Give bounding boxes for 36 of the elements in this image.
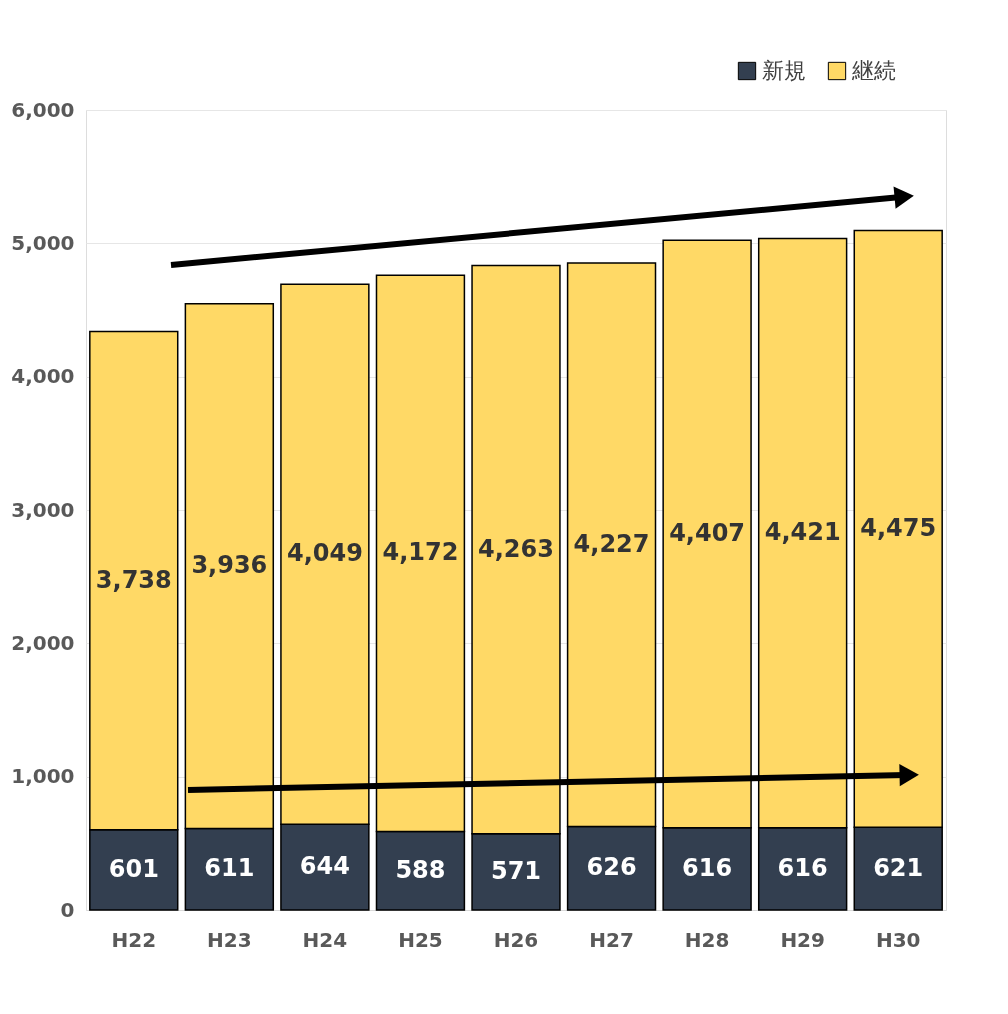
data-label: 616 [777, 853, 828, 882]
legend-label: 新規 [762, 58, 806, 83]
data-label: 4,475 [860, 513, 937, 542]
data-label: 644 [299, 852, 350, 881]
x-tick-label: H23 [207, 927, 252, 952]
data-label: 3,738 [95, 565, 172, 594]
data-label: 4,263 [478, 534, 554, 563]
x-tick-label: H24 [302, 927, 348, 952]
y-tick-label: 1,000 [11, 764, 75, 789]
x-tick-label: H22 [111, 927, 157, 952]
data-label: 588 [395, 855, 446, 884]
data-label: 4,421 [764, 518, 841, 547]
data-label: 611 [204, 854, 255, 883]
data-label: 571 [490, 856, 542, 885]
data-label: 4,172 [382, 538, 459, 567]
y-tick-label: 4,000 [11, 364, 75, 389]
data-label: 616 [682, 853, 733, 882]
y-tick-label: 2,000 [11, 630, 75, 655]
x-tick-label: H30 [875, 927, 921, 952]
legend-label: 継続 [851, 58, 896, 83]
y-tick-label: 0 [60, 897, 75, 922]
x-tick-label: H25 [398, 927, 443, 952]
x-tick-label: H26 [493, 927, 539, 952]
y-tick-label: 5,000 [11, 230, 75, 255]
y-tick-label: 6,000 [11, 97, 75, 122]
y-tick-label: 3,000 [11, 497, 75, 522]
data-label: 4,049 [286, 539, 363, 568]
data-label: 601 [108, 854, 159, 883]
data-label: 4,407 [669, 519, 746, 548]
data-label: 4,227 [573, 529, 650, 558]
data-label: 626 [586, 853, 637, 882]
x-tick-label: H28 [684, 927, 730, 952]
data-label: 3,936 [191, 551, 268, 580]
x-tick-label: H29 [780, 927, 825, 952]
data-label: 621 [873, 853, 924, 882]
x-tick-label: H27 [589, 927, 634, 952]
